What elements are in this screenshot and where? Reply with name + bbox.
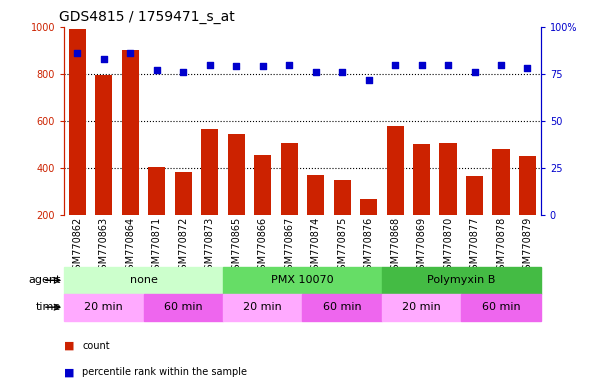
Bar bbox=[201, 129, 218, 262]
Bar bbox=[466, 176, 483, 262]
Point bbox=[470, 69, 480, 75]
Text: agent: agent bbox=[29, 275, 61, 285]
Text: 20 min: 20 min bbox=[402, 302, 441, 312]
Point bbox=[417, 61, 426, 68]
Text: none: none bbox=[130, 275, 158, 285]
Bar bbox=[175, 172, 192, 262]
Bar bbox=[302, 294, 382, 321]
Bar bbox=[228, 134, 245, 262]
Text: ■: ■ bbox=[64, 367, 75, 377]
Point bbox=[311, 69, 321, 75]
Text: percentile rank within the sample: percentile rank within the sample bbox=[82, 367, 247, 377]
Bar bbox=[223, 267, 382, 294]
Text: time: time bbox=[36, 302, 61, 312]
Bar bbox=[280, 143, 298, 262]
Point bbox=[522, 65, 532, 71]
Bar bbox=[439, 143, 456, 262]
Bar bbox=[254, 155, 271, 262]
Text: ■: ■ bbox=[64, 341, 75, 351]
Point bbox=[443, 61, 453, 68]
Bar bbox=[387, 126, 404, 262]
Point bbox=[178, 69, 188, 75]
Point bbox=[364, 76, 373, 83]
Bar bbox=[382, 267, 541, 294]
Bar bbox=[122, 50, 139, 262]
Text: PMX 10070: PMX 10070 bbox=[271, 275, 334, 285]
Bar bbox=[461, 294, 541, 321]
Bar bbox=[382, 294, 461, 321]
Point bbox=[284, 61, 294, 68]
Point bbox=[99, 56, 109, 62]
Bar bbox=[223, 294, 302, 321]
Point bbox=[125, 50, 135, 56]
Point bbox=[337, 69, 347, 75]
Text: 60 min: 60 min bbox=[481, 302, 521, 312]
Text: count: count bbox=[82, 341, 110, 351]
Text: Polymyxin B: Polymyxin B bbox=[427, 275, 496, 285]
Text: 20 min: 20 min bbox=[84, 302, 123, 312]
Point bbox=[496, 61, 506, 68]
Point bbox=[205, 61, 214, 68]
Text: GDS4815 / 1759471_s_at: GDS4815 / 1759471_s_at bbox=[59, 10, 235, 25]
Bar bbox=[360, 199, 377, 262]
Text: 60 min: 60 min bbox=[164, 302, 203, 312]
Point bbox=[258, 63, 268, 70]
Point bbox=[390, 61, 400, 68]
Bar bbox=[64, 267, 223, 294]
Bar bbox=[334, 180, 351, 262]
Bar bbox=[519, 156, 536, 262]
Bar bbox=[64, 294, 144, 321]
Point bbox=[232, 63, 241, 70]
Bar bbox=[307, 175, 324, 262]
Bar bbox=[148, 167, 166, 262]
Bar bbox=[95, 75, 112, 262]
Bar bbox=[492, 149, 510, 262]
Point bbox=[73, 50, 82, 56]
Point bbox=[152, 67, 162, 73]
Bar bbox=[144, 294, 223, 321]
Bar bbox=[69, 29, 86, 262]
Bar bbox=[413, 144, 430, 262]
Text: 20 min: 20 min bbox=[243, 302, 282, 312]
Text: 60 min: 60 min bbox=[323, 302, 362, 312]
